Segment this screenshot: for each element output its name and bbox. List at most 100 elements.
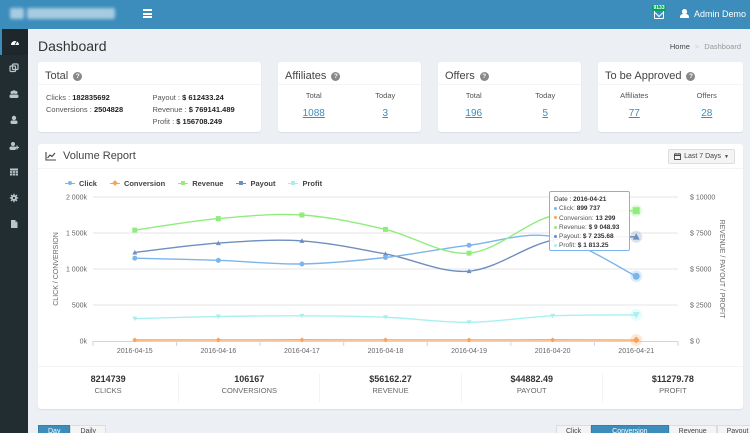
sidebar-item-documents[interactable] [0,211,28,237]
sidebar-item-affiliates[interactable] [0,81,28,107]
breadcrumb: Home > Dashboard [670,42,741,51]
approval-affiliates-label: Affiliates [620,91,649,100]
conversions-value: 2504828 [93,105,124,114]
profit-label: Profit : [152,117,177,126]
summary-value: $44882.49 [510,374,553,384]
data-point-revenue [383,226,388,232]
legend-label: Profit [302,179,323,188]
legend-marker [288,180,299,188]
breadcrumb-current: Dashboard [704,42,741,51]
data-point-revenue [299,212,305,218]
data-point-conversion [466,337,472,343]
user-menu[interactable]: Admin Demo [680,9,746,19]
profit-value: $ 156708.249 [176,117,223,126]
total-conversions: Conversions : 2504828 [46,104,147,116]
x-axis-tick-label: 2016-04-21 [618,348,654,355]
user-add-icon [9,142,19,150]
legend-item-payout[interactable]: Payout [236,179,275,188]
sidebar-item-user[interactable] [0,107,28,133]
approval-offers-link[interactable]: 28 [701,108,713,119]
legend-item-revenue[interactable]: Revenue [178,179,223,188]
legend-marker [65,180,75,188]
data-point-revenue [632,207,640,215]
affiliates-total-link[interactable]: 1088 [302,108,325,119]
brand-logo[interactable] [10,8,122,21]
data-point-profit [383,315,388,320]
total-profit: Profit : $ 156708.249 [153,116,254,128]
offers-box: Offers ? Total 196 Today 5 [438,62,581,132]
offers-today-link[interactable]: 5 [542,108,549,119]
summary-payout: $44882.49 PAYOUT [462,374,603,402]
period-tabs: Day Daily [38,425,107,433]
gear-icon [9,193,19,203]
breadcrumb-home[interactable]: Home [669,42,690,51]
legend-item-conversion[interactable]: Conversion [109,179,165,188]
help-icon[interactable]: ? [73,71,83,81]
breadcrumb-separator: > [694,42,700,51]
conversions-label: Conversions : [46,105,94,114]
legend-marker [236,180,247,188]
clicks-label: Clicks : [46,93,73,102]
data-point-revenue [132,227,138,233]
summary-label: CLICKS [94,386,122,395]
right-axis-tick-label: $ 10000 [690,195,715,202]
data-point-payout [466,268,472,274]
tab-payout[interactable]: Payout [716,425,750,433]
legend-label: Click [79,179,97,188]
affiliates-today-link[interactable]: 3 [382,108,389,119]
help-icon[interactable]: ? [331,71,341,81]
mail-icon[interactable] [654,10,664,19]
sidebar-toggle-icon[interactable] [143,9,152,18]
data-point-click [632,272,640,280]
approval-title: To be Approved [605,70,682,82]
data-point-conversion [215,337,221,343]
tab-daily[interactable]: Daily [70,425,107,433]
x-axis-tick-label: 2016-04-19 [451,348,487,355]
legend-item-click[interactable]: Click [65,179,97,188]
content-header: Dashboard [38,38,107,54]
series-line-revenue [134,209,637,254]
calendar-icon [674,153,682,160]
sidebar-item-offers[interactable] [0,55,28,81]
tab-day[interactable]: Day [38,425,71,433]
data-point-conversion [632,336,640,344]
user-name: Admin Demo [694,9,747,19]
help-icon[interactable]: ? [479,71,489,81]
right-axis-tick-label: $ 0 [690,339,700,346]
approval-box: To be Approved ? Affiliates 77 Offers 28 [598,62,743,132]
left-axis-tick-label: 2 000k [66,195,88,202]
summary-value: 106167 [234,374,265,384]
sidebar-item-add-user[interactable] [0,133,28,159]
tab-revenue[interactable]: Revenue [668,425,717,433]
chart-legend: Click Conversion Revenue Payout Profit [65,179,335,188]
legend-label: Revenue [192,179,224,188]
right-axis-tick-label: $ 5000 [690,267,712,274]
summary-value: 8214739 [90,374,126,384]
caret-down-icon: ▼ [724,153,729,160]
payout-label: Payout : [152,93,183,102]
data-point-revenue [550,213,556,219]
summary-revenue: $56162.27 REVENUE [320,374,462,402]
data-point-click [550,234,556,240]
sidebar-item-dashboard[interactable] [0,29,28,55]
data-point-revenue [215,216,221,222]
summary-value: $11279.78 [651,374,694,384]
right-axis-tick-label: $ 2500 [690,303,712,310]
tab-conversion[interactable]: Conversion [591,425,669,433]
sidebar-item-reports[interactable] [0,159,28,185]
legend-item-profit[interactable]: Profit [288,179,322,188]
tab-click[interactable]: Click [556,425,592,433]
affiliates-title: Affiliates [285,70,327,82]
offers-total-link[interactable]: 196 [465,108,483,119]
data-point-conversion [550,337,556,343]
data-point-conversion [132,337,138,343]
data-point-profit [466,320,472,325]
help-icon[interactable]: ? [686,71,696,81]
x-axis-tick-label: 2016-04-18 [368,348,404,355]
approval-affiliates-link[interactable]: 77 [628,108,640,119]
document-icon [11,220,18,228]
sidebar-item-settings[interactable] [0,185,28,211]
date-range-dropdown[interactable]: Last 7 Days ▼ [668,149,735,164]
volume-report-header: Volume Report [38,144,743,169]
x-axis-tick-label: 2016-04-16 [200,348,236,355]
